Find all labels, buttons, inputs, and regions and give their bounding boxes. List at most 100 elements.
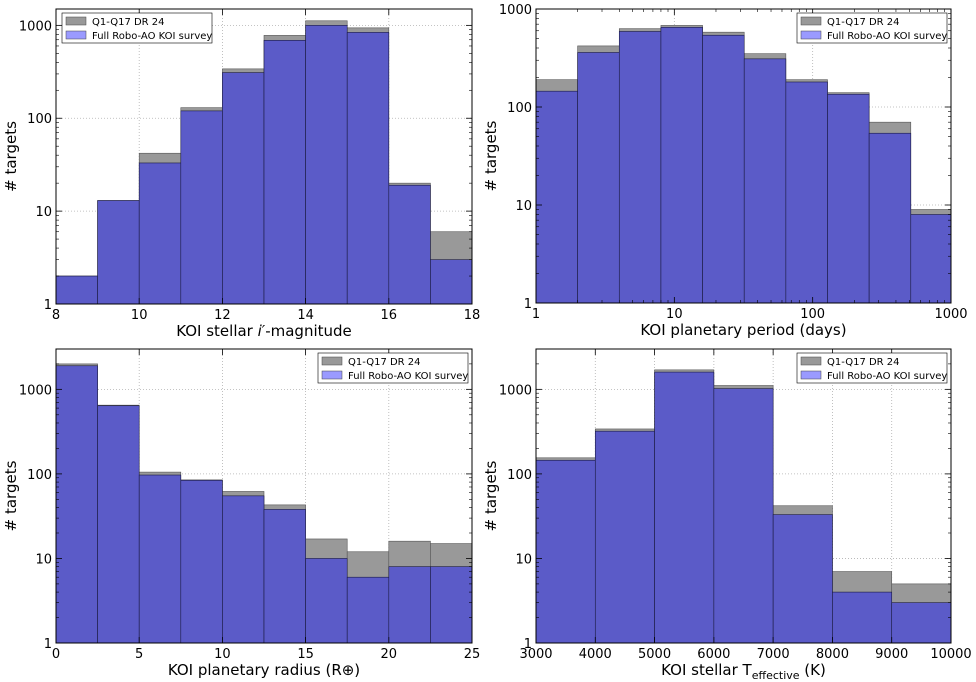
x-tick-label: 18 [464,308,481,323]
y-tick-label: 100 [27,468,52,483]
bar-roboao [222,495,265,644]
x-axis-label: KOI planetary radius (R⊕) [168,661,360,679]
bar-roboao [263,509,306,644]
bar-roboao [535,90,578,304]
bar-roboao [577,52,620,304]
x-tick-label: 100 [800,307,825,322]
bar-roboao [702,34,745,304]
bar-roboao [305,25,348,305]
legend-label-q1q17: Q1-Q17 DR 24 [827,17,900,28]
x-tick-label: 1 [532,307,540,322]
x-tick-label: 5 [135,647,143,662]
legend: Q1-Q17 DR 24 Full Robo-AO KOI survey [317,352,469,384]
y-tick-label: 1 [524,297,532,312]
legend-box [796,352,948,384]
bar-roboao [660,27,703,304]
y-axis-label: # targets [482,120,500,191]
bar-roboao [346,32,390,305]
bar-roboao [138,162,182,305]
panel-radius: 0 5 10 15 20 25 1 10 100 1000 # targets KOI planeta… [2,348,481,679]
y-tick-label: 10 [515,199,532,214]
x-tick-label: 0 [52,647,60,662]
x-tick-label: 1000 [934,307,967,322]
y-tick-label: 1000 [19,19,52,34]
legend-label-roboao: Full Robo-AO KOI survey [92,31,212,42]
x-tick-label: 25 [464,647,481,662]
bar-roboao [97,405,140,644]
x-tick-label: 20 [381,647,398,662]
x-tick-label: 7000 [757,647,790,662]
bar-roboao [713,388,774,644]
x-tick-label: 5000 [638,647,671,662]
bar-roboao [305,558,348,644]
bar-roboao [180,110,223,305]
legend-label-q1q17: Q1-Q17 DR 24 [827,357,900,368]
y-axis-label: # targets [2,121,20,192]
plot-frame [55,348,473,644]
x-axis-label-prefix: KOI stellar [176,322,257,340]
x-tick-label: 15 [297,647,314,662]
x-tick-label: 8 [52,308,60,323]
legend: Q1-Q17 DR 24 Full Robo-AO KOI survey [61,12,212,44]
y-tick-label: 1000 [499,383,532,398]
bar-roboao [222,72,265,305]
x-axis-label-prefix: KOI stellar T [661,661,752,679]
x-axis-label-subscript: effective [752,669,800,682]
bar-roboao [772,514,833,644]
bar-roboao [430,259,473,305]
panel-period: 1 10 100 1000 1 10 100 1000 # targets KOI planeta… [482,3,968,339]
legend-label-q1q17: Q1-Q17 DR 24 [92,17,165,28]
bar-roboao [55,365,98,644]
bar-roboao [832,591,893,644]
bar-roboao [618,31,662,304]
legend-label-q1q17: Q1-Q17 DR 24 [348,357,421,368]
x-tick-label: 10000 [930,647,971,662]
x-tick-label: 3000 [519,647,552,662]
panel-teff: 3000 4000 5000 6000 7000 8000 9000 10000 1 10 100 1… [482,348,972,682]
legend-label-roboao: Full Robo-AO KOI survey [827,371,947,382]
legend-swatch-q1q17 [800,16,822,26]
y-tick-label: 1000 [19,383,52,398]
x-tick-label: 10 [666,307,683,322]
legend-box [317,352,469,384]
bar-roboao [785,81,828,304]
y-axis-label: # targets [482,460,500,531]
x-tick-label: 10 [214,647,231,662]
x-tick-label: 16 [381,308,398,323]
bar-roboao [180,479,223,644]
x-tick-label: 10 [131,308,148,323]
bar-roboao [263,40,306,305]
legend-swatch-q1q17 [321,356,343,366]
y-tick-label: 100 [507,468,532,483]
x-axis-label-suffix: -magnitude [265,322,352,340]
x-tick-label: 9000 [875,647,908,662]
plot-frame [535,8,952,304]
bar-roboao [594,430,655,644]
y-tick-label: 1 [44,298,52,313]
bar-roboao [388,566,431,644]
bar-roboao [891,602,952,644]
y-tick-label: 10 [515,552,532,567]
legend-label-roboao: Full Robo-AO KOI survey [827,31,947,42]
x-tick-label: 12 [214,308,231,323]
x-axis-label: KOI planetary period (days) [640,321,846,339]
panel-imag: 8 10 12 14 16 18 1 10 100 1000 # targets KOI stella… [2,8,481,340]
legend-swatch-q1q17 [65,16,87,26]
x-tick-label: 14 [297,308,314,323]
bar-roboao [55,275,98,305]
bar-roboao [743,58,787,304]
y-tick-label: 1 [44,637,52,652]
y-axis-label: # targets [2,460,20,531]
legend-swatch-q1q17 [800,356,822,366]
x-axis-label-suffix: (K) [800,661,826,679]
x-tick-label: 4000 [579,647,612,662]
y-tick-label: 100 [27,112,52,127]
x-tick-label: 8000 [816,647,849,662]
y-tick-label: 10 [35,205,52,220]
bar-roboao [388,184,431,305]
plot-frame [535,348,952,644]
x-axis-label: KOI stellar Teffective (K) [661,661,826,682]
bar-roboao [138,474,182,644]
legend-swatch-roboao [321,370,343,380]
